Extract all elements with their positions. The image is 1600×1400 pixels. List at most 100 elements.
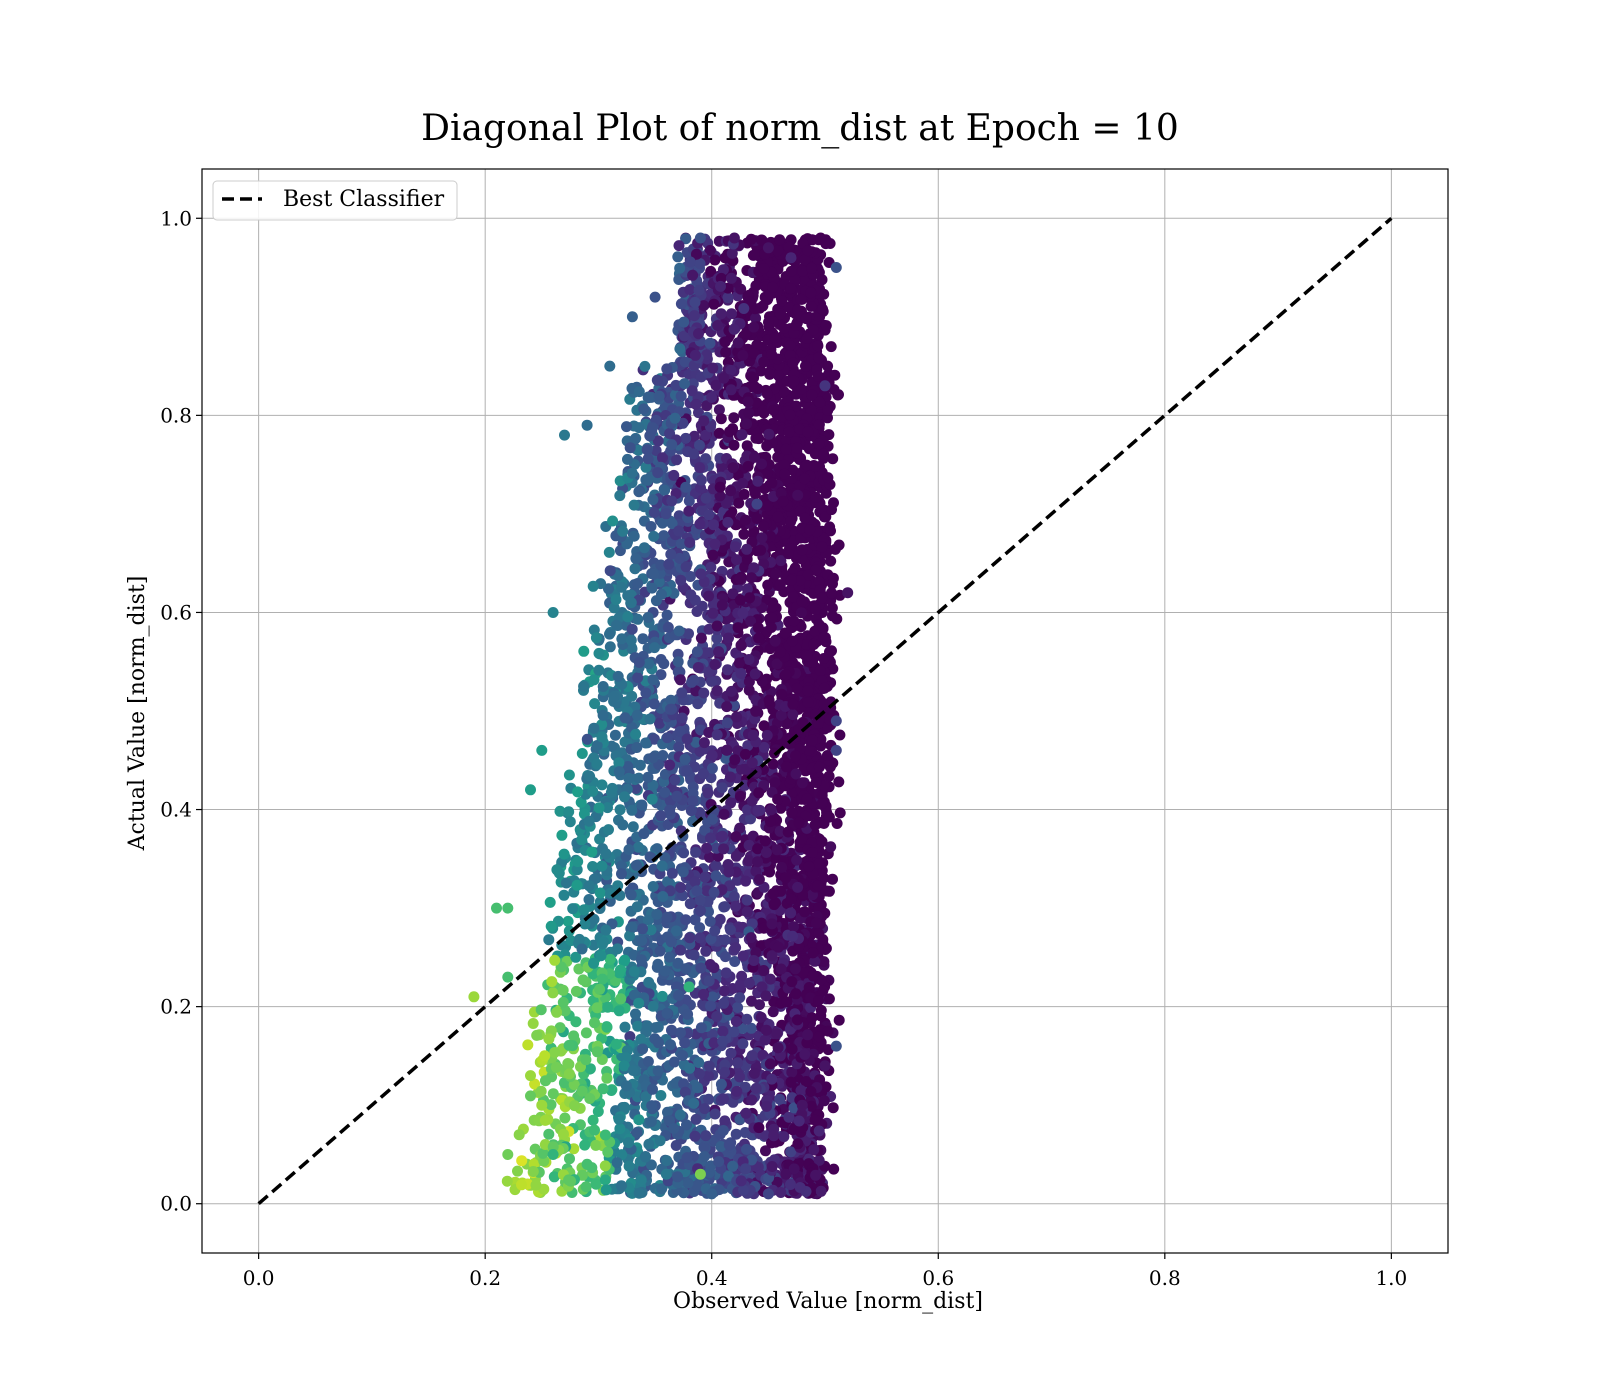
scatter-point [655,810,667,822]
scatter-point [823,811,835,823]
scatter-point [695,905,706,917]
scatter-point [809,819,821,831]
scatter-point [679,356,691,368]
scatter-point [679,753,691,765]
scatter-point [774,308,786,320]
scatter-point [628,966,640,977]
scatter-point [758,741,770,753]
scatter-point [654,1135,666,1147]
scatter-point [666,518,678,530]
scatter-point [778,459,790,471]
scatter-point [623,772,635,784]
scatter-point [672,251,684,263]
scatter-point [597,1083,609,1095]
scatter-point [708,1037,720,1049]
scatter-point [678,330,690,342]
scatter-point [810,917,822,929]
scatter-point [679,1086,691,1098]
scatter-point [603,824,614,836]
scatter-point [681,1152,693,1164]
scatter-point [694,258,706,270]
scatter-point [642,771,654,783]
scatter-point [718,985,730,997]
scatter-point [713,427,725,439]
scatter-point [679,1037,691,1049]
scatter-point [765,530,776,542]
scatter-point [616,868,627,880]
scatter-point [690,398,702,410]
scatter-point [712,320,724,331]
scatter-point [628,530,640,542]
scatter-point [739,514,751,526]
scatter-point [624,442,636,454]
scatter-point [567,903,579,915]
scatter-point [674,262,686,274]
scatter-point [645,521,657,532]
scatter-point [580,1027,592,1039]
scatter-point [611,1157,623,1169]
scatter-point [704,337,716,349]
scatter-point [745,813,756,825]
scatter-point [630,783,642,794]
scatter-point [767,600,779,612]
scatter-point [535,1085,547,1097]
scatter-point [751,397,763,409]
scatter-point [738,488,750,500]
scatter-point [675,882,687,893]
scatter-point [640,1151,651,1163]
scatter-point [780,761,792,773]
scatter-point [636,935,648,946]
scatter-point [704,244,716,256]
scatter-point [708,519,719,531]
scatter-point [602,802,613,814]
scatter-point [638,542,650,554]
scatter-point [627,1065,639,1076]
scatter-point [810,1169,822,1181]
scatter-point [624,1031,636,1042]
scatter-point [643,1138,655,1150]
scatter-point [640,687,652,699]
scatter-point [771,1028,783,1040]
scatter-point [795,607,807,619]
scatter-point [816,836,828,848]
scatter-point [601,1072,613,1084]
scatter-point [706,392,718,403]
scatter-point [610,1038,622,1050]
scatter-point [744,592,756,604]
scatter-point [795,293,807,305]
scatter-point [707,362,719,374]
scatter-point [659,484,671,496]
scatter-point [587,785,599,797]
scatter-point [632,1091,644,1103]
scatter-point [703,1093,715,1105]
scatter-point [632,672,644,684]
scatter-point [642,1056,654,1067]
scatter-point [761,729,773,741]
scatter-point [704,851,715,863]
scatter-point [786,786,798,798]
scatter-point [778,386,790,398]
scatter-point [591,1046,603,1058]
scatter-point [817,622,829,634]
scatter-point [788,1102,800,1114]
scatter-point [787,464,799,476]
scatter-point [704,915,716,927]
scatter-point [647,752,659,764]
scatter-point [743,684,755,696]
scatter-point [628,989,640,1001]
scatter-point [776,295,788,307]
scatter-point [693,1057,705,1068]
scatter-point [559,1112,571,1124]
scatter-point [689,876,701,888]
scatter-point [694,439,705,451]
scatter-point [809,955,821,967]
scatter-point [698,1151,710,1162]
scatter-point [586,846,598,858]
scatter-point [746,757,758,769]
scatter-point [801,1037,813,1049]
scatter-point [576,1085,588,1097]
scatter-point [779,627,791,639]
scatter-point [800,361,812,372]
scatter-point [827,1102,839,1114]
